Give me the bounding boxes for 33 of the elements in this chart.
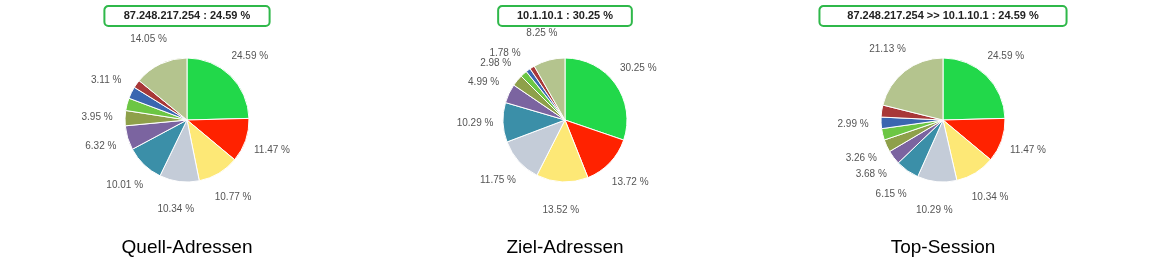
data-label: 10.77 %	[214, 191, 252, 203]
text: Top-Session	[890, 236, 996, 257]
data-label: 8.25 %	[526, 27, 558, 39]
data-label: 10.29 %	[456, 117, 494, 129]
data-label: 6.15 %	[875, 187, 907, 199]
data-label: 24.59 %	[231, 49, 269, 61]
data-label: 2.98 %	[480, 56, 512, 68]
text: 10.1.10.1 : 30.25 %	[516, 9, 614, 21]
data-label: 30.25 %	[619, 61, 657, 73]
data-label: 10.34 %	[157, 203, 195, 215]
data-label: 2.99 %	[837, 118, 869, 130]
data-label: 3.11 %	[91, 74, 122, 86]
data-label: 3.95 %	[81, 111, 113, 123]
data-label: 6.32 %	[85, 139, 117, 151]
data-label: 10.34 %	[971, 190, 1009, 202]
data-label: 11.75 %	[480, 174, 517, 186]
data-label: 3.26 %	[845, 151, 877, 163]
data-label: 24.59 %	[987, 49, 1025, 61]
data-label: 11.47 %	[1010, 143, 1047, 155]
data-label: 4.99 %	[468, 75, 500, 87]
text: Ziel-Adressen	[506, 236, 624, 257]
data-label: 13.72 %	[611, 176, 649, 188]
data-label: 14.05 %	[130, 32, 167, 44]
data-label: 21.13 %	[869, 43, 906, 55]
data-label: 3.68 %	[855, 168, 887, 180]
data-label: 10.29 %	[915, 203, 953, 215]
text: Quell-Adressen	[121, 236, 253, 257]
data-label: 11.47 %	[254, 143, 291, 155]
data-label: 13.52 %	[542, 203, 580, 215]
text: 87.248.217.254 : 24.59 %	[123, 9, 251, 21]
data-label: 10.01 %	[106, 178, 144, 190]
data-label: 1.78 %	[489, 46, 521, 58]
text: 87.248.217.254 >> 10.1.10.1 : 24.59 %	[847, 9, 1039, 21]
